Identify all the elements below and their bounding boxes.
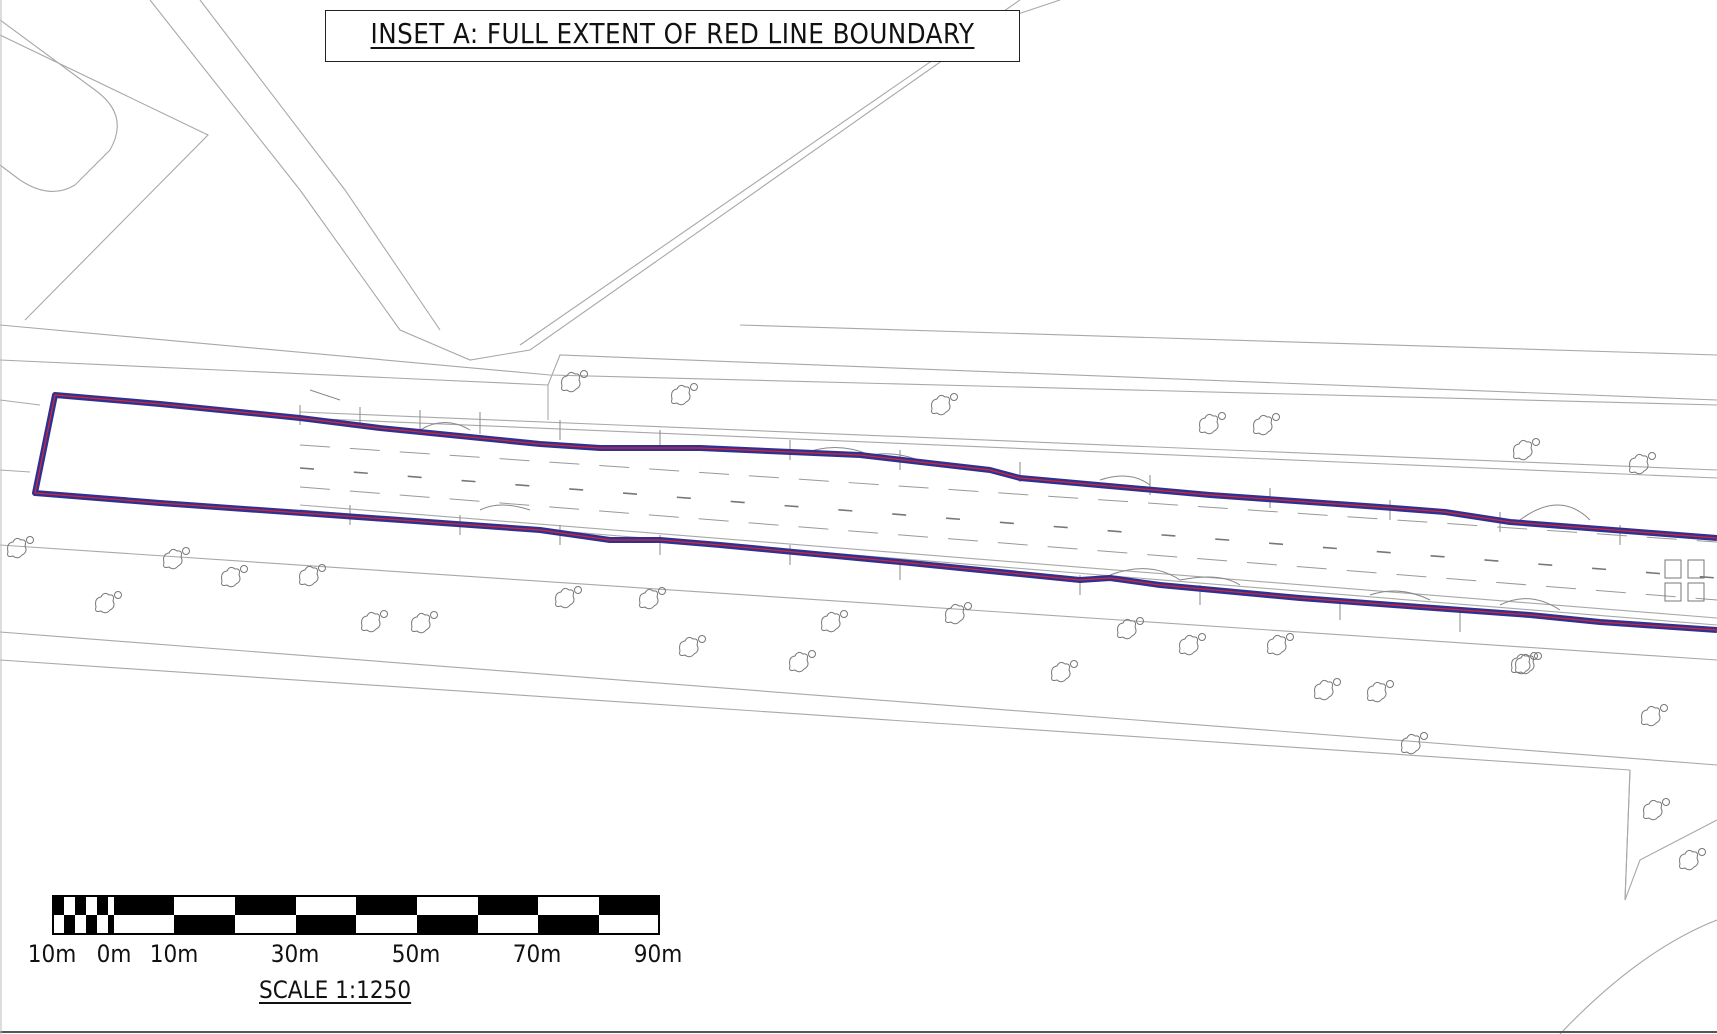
tree-icon: [1199, 412, 1226, 435]
structure: [1664, 559, 1705, 602]
tree-icon: [1679, 848, 1706, 871]
tree-icon: [679, 635, 706, 658]
scale-tick-label: 70m: [512, 940, 562, 968]
inset-title-box: INSET A: FULL EXTENT OF RED LINE BOUNDAR…: [325, 10, 1020, 62]
centre-dashes: [299, 467, 1717, 579]
tree-icon: [1051, 660, 1078, 683]
tree-icon: [1629, 452, 1656, 475]
tree-icon: [639, 587, 666, 610]
tree-icon: [299, 564, 326, 587]
scale-bar: [52, 895, 660, 935]
scale-tick-label: 10m: [149, 940, 199, 968]
tree-icon: [1367, 680, 1394, 703]
scale-bar-block: 10m 0m 10m 30m 50m 70m 90m SCALE 1:1250: [20, 890, 700, 1020]
tree-icon: [931, 393, 958, 416]
scale-tick-label: 90m: [633, 940, 683, 968]
tree-icon: [361, 610, 388, 633]
tree-icon-group: [7, 370, 1706, 871]
scale-caption: SCALE 1:1250: [259, 976, 412, 1004]
tree-icon: [821, 610, 848, 633]
tree-icon: [1267, 633, 1294, 656]
tree-icon: [1117, 617, 1144, 640]
lane-dashes: [299, 444, 1717, 601]
tree-icon: [555, 586, 582, 609]
tree-icon: [221, 565, 248, 588]
tree-icon: [1314, 678, 1341, 701]
kerb-ticks: [299, 405, 1621, 632]
tree-icon: [1641, 704, 1668, 727]
tree-icon: [163, 547, 190, 570]
scale-tick-label: 0m: [96, 940, 132, 968]
tree-icon: [411, 611, 438, 634]
tree-icon: [671, 383, 698, 406]
tree-icon: [1253, 413, 1280, 436]
tree-icon: [1401, 732, 1428, 755]
tree-icon: [1513, 438, 1540, 461]
scale-tick-label: 10m: [27, 940, 77, 968]
red-line-boundary: [32, 392, 1717, 633]
tree-icon: [561, 370, 588, 393]
tree-icon: [95, 591, 122, 614]
scale-tick-label: 30m: [270, 940, 320, 968]
tree-icon: [1643, 798, 1670, 821]
tree-icon: [1179, 633, 1206, 656]
tree-icon: [945, 602, 972, 625]
scrub-outlines: [309, 389, 1591, 611]
inset-title: INSET A: FULL EXTENT OF RED LINE BOUNDAR…: [370, 17, 975, 50]
tree-icon: [789, 650, 816, 673]
scale-tick-label: 50m: [391, 940, 441, 968]
